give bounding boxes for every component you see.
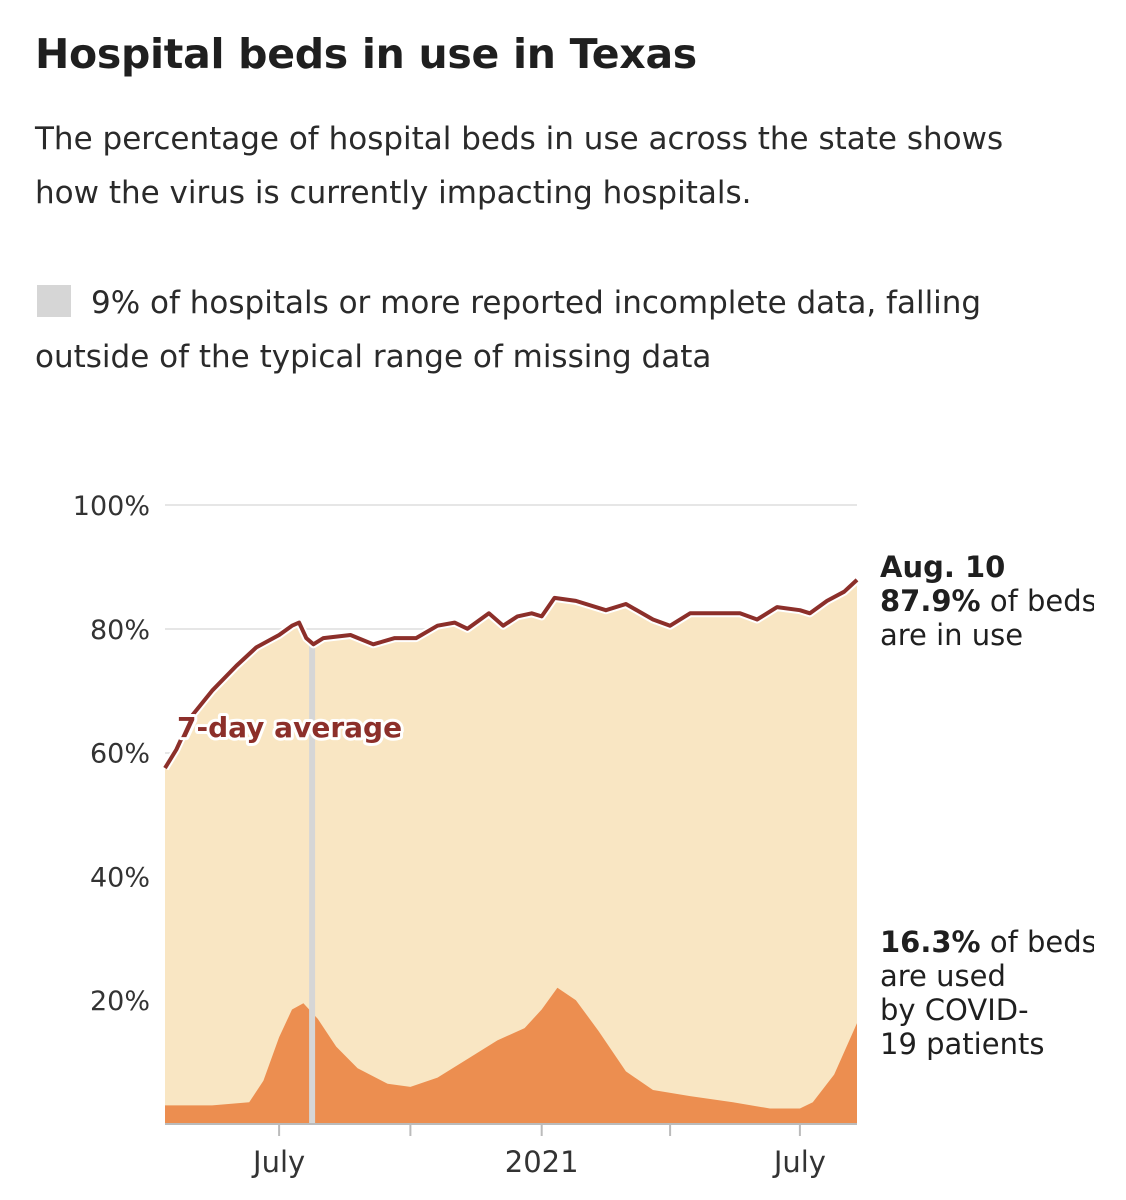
y-tick-label: 40%: [90, 862, 150, 893]
seven-day-average-label: 7-day average: [177, 711, 402, 744]
covid-beds-text-2: are used: [880, 959, 1006, 993]
current-beds-annotation: Aug. 10 87.9% of beds are in use: [880, 550, 1094, 652]
covid-beds-value: 16.3%: [880, 925, 981, 959]
covid-beds-text: of beds: [980, 925, 1094, 959]
incomplete-data-band: [309, 641, 316, 1124]
beds-in-use-value: 87.9%: [880, 584, 981, 618]
y-tick-label: 20%: [90, 986, 150, 1017]
chart-title: Hospital beds in use in Texas: [35, 30, 697, 78]
covid-beds-area: [165, 987, 857, 1124]
x-tick-label: July: [251, 1145, 305, 1179]
annotation-date: Aug. 10: [880, 550, 1006, 584]
y-tick-label: 80%: [90, 615, 150, 646]
beds-in-use-text: of beds: [980, 584, 1094, 618]
beds-in-use-text-2: are in use: [880, 618, 1024, 652]
x-axis-ticks: July 2021 July: [251, 1124, 826, 1179]
y-tick-label: 60%: [90, 739, 150, 770]
covid-beds-annotation: 16.3% of beds are used by COVID- 19 pati…: [880, 925, 1094, 1061]
incomplete-data-legend-text: 9% of hospitals or more reported incompl…: [35, 285, 982, 375]
chart-subtitle: The percentage of hospital beds in use a…: [35, 121, 1004, 211]
covid-beds-text-4: 19 patients: [880, 1027, 1045, 1061]
incomplete-data-swatch: [37, 285, 71, 317]
x-tick-label: 2021: [505, 1145, 579, 1179]
incomplete-data-legend: 9% of hospitals or more reported incompl…: [35, 276, 1075, 384]
beds-in-use-area: [165, 579, 857, 1124]
x-tick-label: July: [772, 1145, 826, 1179]
y-axis-ticks: 20% 40% 60% 80% 100%: [73, 491, 150, 1017]
y-tick-label: 100%: [73, 491, 150, 522]
seven-day-average-line: [163, 578, 859, 770]
covid-beds-text-3: by COVID-: [880, 993, 1029, 1027]
